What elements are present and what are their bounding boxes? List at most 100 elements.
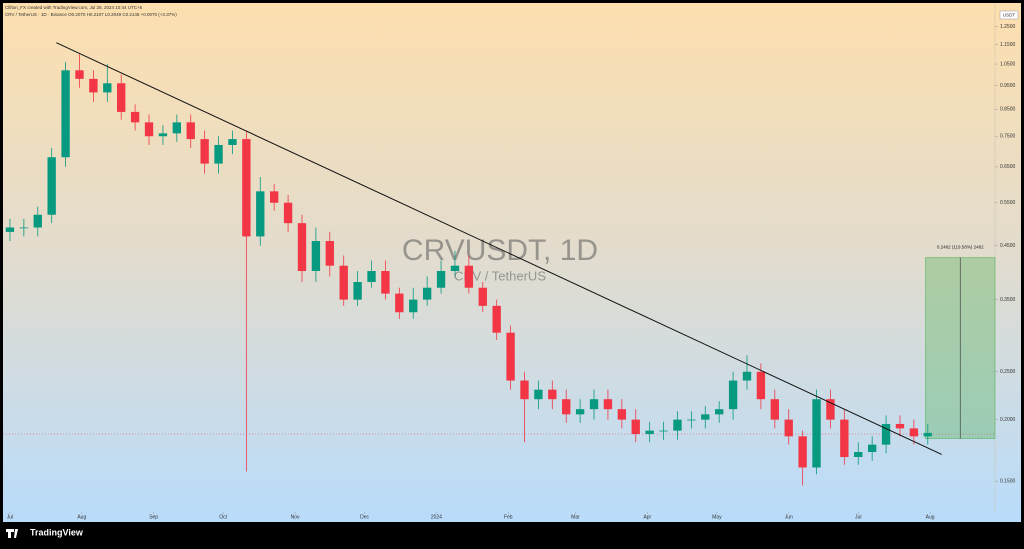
- y-tick-label: 0.6500: [1000, 164, 1016, 170]
- candle-body: [422, 287, 432, 300]
- x-tick-label: Oct: [219, 514, 227, 520]
- candle-body: [478, 287, 487, 306]
- y-tick-label: 0.2000: [1000, 417, 1016, 423]
- candle-body: [840, 419, 849, 458]
- y-tick-label: 0.2500: [1000, 369, 1016, 375]
- candle-body: [256, 191, 265, 237]
- candle-body: [826, 399, 835, 420]
- author-line: Clifton_FX created with TradingView.com,…: [5, 5, 143, 10]
- trend-line: [56, 42, 942, 455]
- candle-body: [89, 78, 98, 93]
- watermark-symbol: CRVUSDT, 1D: [402, 234, 598, 267]
- candle-body: [881, 423, 891, 445]
- candle-body: [589, 399, 599, 410]
- x-tick-label: Jun: [785, 514, 793, 520]
- candle-body: [784, 419, 793, 437]
- candle-body: [812, 399, 821, 468]
- candle-body: [770, 399, 779, 420]
- candle-body: [534, 389, 543, 400]
- candle-body: [673, 419, 682, 431]
- y-tick-label: 0.1500: [1000, 479, 1016, 485]
- candle-body: [75, 70, 84, 79]
- candle-body: [756, 371, 766, 400]
- x-tick-label: Mar: [571, 514, 580, 520]
- candle-body: [659, 430, 668, 432]
- candle-body: [33, 214, 42, 228]
- candle-body: [687, 419, 696, 421]
- currency: USDT: [1003, 13, 1016, 18]
- footer-logo: [6, 529, 18, 538]
- candle-body: [520, 380, 529, 400]
- x-tick-label: Aug: [926, 514, 935, 520]
- x-tick-label: Jul: [7, 514, 13, 520]
- y-tick-label: 1.2500: [1000, 24, 1016, 30]
- candle-body: [506, 332, 515, 381]
- x-tick-label: Nov: [291, 514, 300, 520]
- candle-body: [923, 432, 932, 437]
- candle-body: [61, 70, 70, 158]
- x-tick-label: Jul: [855, 514, 861, 520]
- currency-box: [999, 10, 1019, 20]
- x-tick-label: Apr: [643, 514, 651, 520]
- y-tick-label: 1.0500: [1000, 61, 1016, 67]
- candle-body: [701, 414, 710, 420]
- x-tick-label: May: [712, 514, 722, 520]
- candle-body: [367, 271, 376, 283]
- candle-body: [854, 451, 863, 458]
- candle-body: [715, 409, 724, 415]
- candle-body: [548, 389, 557, 400]
- y-tick-label: 0.7500: [1000, 134, 1016, 140]
- candle-body: [450, 265, 460, 272]
- candle-body: [19, 227, 29, 229]
- x-tick-label: 2024: [431, 514, 442, 520]
- candle-body: [562, 399, 571, 415]
- candle-body: [631, 419, 640, 435]
- candle-body: [297, 223, 307, 272]
- y-tick-label: 0.4500: [1000, 243, 1016, 249]
- candle-body: [228, 139, 237, 145]
- candle-body: [5, 227, 15, 232]
- candle-body: [144, 122, 154, 137]
- candle-body: [47, 157, 56, 215]
- candle-body: [728, 380, 738, 410]
- symbol-line: CRV / TetherUS · 1D · Binance O0.2070 H0…: [5, 12, 177, 17]
- y-tick-label: 0.5500: [1000, 200, 1016, 206]
- watermark-description: CRV / TetherUS: [454, 268, 546, 283]
- candle-body: [381, 271, 390, 294]
- plot: 1.2500 1.1500 1.0500 0.9500 0.8500 0.7500 0.65…: [3, 24, 1016, 520]
- candle-body: [172, 122, 182, 134]
- candle-body: [103, 83, 112, 93]
- x-tick-label: Feb: [504, 514, 513, 520]
- y-tick-label: 0.9500: [1000, 83, 1016, 89]
- candle-body: [909, 428, 919, 437]
- candle-body: [617, 409, 627, 420]
- candle-body: [895, 423, 905, 429]
- footer-brand: TradingView: [30, 527, 84, 537]
- candle-body: [867, 444, 877, 452]
- candle-body: [158, 133, 168, 137]
- candle-body: [575, 409, 585, 415]
- candle-body: [464, 265, 474, 288]
- candle-body: [742, 371, 752, 381]
- measure-label: 0.2482 (119.58%) 2482: [937, 245, 984, 250]
- candle-body: [409, 299, 418, 313]
- candle-body: [311, 241, 321, 272]
- x-tick-label: Aug: [77, 514, 86, 520]
- x-tick-label: Dec: [360, 514, 369, 520]
- candle-body: [436, 271, 446, 288]
- candle-body: [214, 144, 223, 164]
- background: [3, 3, 1021, 522]
- candle-body: [270, 191, 279, 203]
- candle-body: [242, 139, 251, 237]
- candle-body: [645, 430, 654, 435]
- candle-body: [200, 139, 209, 164]
- y-tick-label: 0.8500: [1000, 107, 1016, 113]
- candle-body: [395, 293, 404, 313]
- candle-body: [117, 83, 126, 112]
- x-tick-label: Sep: [149, 514, 158, 520]
- y-tick-label: 0.3500: [1000, 297, 1016, 303]
- candle-body: [186, 122, 195, 140]
- candle-body: [798, 436, 807, 468]
